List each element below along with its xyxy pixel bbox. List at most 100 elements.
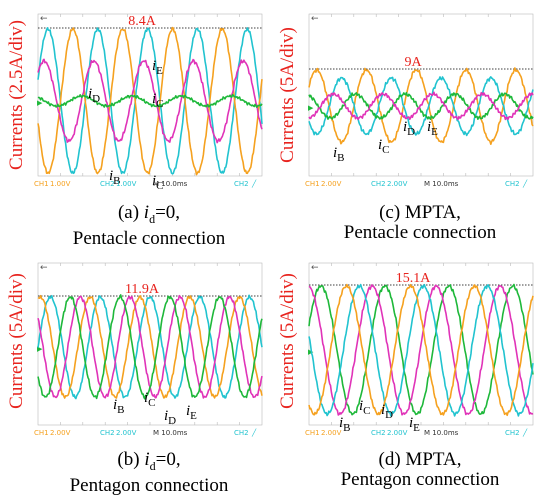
caption-a-symbol: i bbox=[143, 202, 150, 223]
trace-iE bbox=[37, 58, 263, 144]
trigger-arrow-icon: ← bbox=[311, 263, 319, 273]
caption-b-line2: Pentagon connection bbox=[69, 474, 229, 496]
status-timebase: M 10.0ms bbox=[424, 429, 459, 437]
status-ch2: CH2 bbox=[100, 180, 115, 188]
caption-a-line1: (a) id=0, bbox=[29, 203, 269, 229]
status-trigger-channel: CH2 bbox=[505, 180, 520, 188]
current-label-iD: iD bbox=[403, 119, 415, 138]
trace-iD bbox=[37, 93, 263, 108]
status-timebase: M 10.0ms bbox=[153, 180, 188, 188]
scope-panel-a: ← ▶ 8.4A iD iE iC iB iC CH1 1.00V CH2 1.00V M 10.0ms… bbox=[32, 6, 267, 192]
caption-a-prefix: (a) bbox=[117, 202, 144, 223]
trace-iC bbox=[308, 76, 534, 137]
trace-iD bbox=[308, 91, 534, 120]
trigger-slope-icon: ╱ bbox=[522, 428, 528, 437]
status-ch1-value: 2.00V bbox=[321, 429, 342, 437]
current-label-iB: iB bbox=[109, 168, 121, 187]
status-ch1: CH1 bbox=[34, 429, 49, 437]
current-label-iD: iD bbox=[88, 86, 100, 105]
trace-iC bbox=[37, 294, 263, 399]
ylabel-b: Currents (5A/div) bbox=[6, 273, 27, 409]
current-label-iE: iE bbox=[409, 415, 420, 434]
status-ch2: CH2 bbox=[371, 180, 386, 188]
caption-d-line2: Pentagon connection bbox=[340, 469, 500, 490]
current-label-iB: iB bbox=[339, 415, 351, 434]
current-label-iC: iC bbox=[144, 390, 156, 409]
status-ch2-value: 1.00V bbox=[116, 180, 137, 188]
current-label-iE: iE bbox=[427, 119, 438, 138]
caption-c-line2: Pentacle connection bbox=[343, 222, 497, 243]
trigger-slope-icon: ╱ bbox=[522, 179, 528, 188]
peak-current-label: 8.4A bbox=[128, 14, 157, 29]
status-ch2: CH2 bbox=[371, 429, 386, 437]
trace-iE bbox=[37, 294, 263, 400]
caption-a-subscript: d bbox=[149, 211, 156, 226]
caption-b-line1: (b) id=0, bbox=[29, 450, 269, 476]
caption-d: (d) MPTA, Pentagon connection bbox=[300, 450, 540, 490]
status-ch2-value: 2.00V bbox=[116, 429, 137, 437]
caption-d-line1: (d) MPTA, bbox=[378, 449, 462, 470]
scope-panel-d: ← ▶ 15.1A iB iC iD iE CH1 2.00V CH2 2.00V M 10.0ms C… bbox=[303, 255, 538, 440]
current-label-iB: iB bbox=[113, 397, 125, 416]
status-ch1: CH1 bbox=[305, 180, 320, 188]
trace-iC bbox=[308, 284, 534, 416]
status-ch2-value: 2.00V bbox=[387, 429, 408, 437]
trace-iB bbox=[37, 27, 263, 175]
trigger-arrow-icon: ← bbox=[40, 263, 48, 273]
ylabel-c: Currents (5A/div) bbox=[277, 27, 298, 163]
ylabel-d: Currents (5A/div) bbox=[277, 273, 298, 409]
peak-current-label: 11.9A bbox=[125, 282, 160, 297]
status-timebase: M 10.0ms bbox=[424, 180, 459, 188]
trigger-arrow-icon: ← bbox=[311, 14, 319, 24]
channel-marker-icon: ▶ bbox=[308, 104, 314, 112]
caption-c: (c) MPTA, Pentacle connection bbox=[300, 203, 540, 243]
scope-panel-c: ← ▶ 9A iB iC iD iE CH1 2.00V CH2 2.00V M 10.0ms CH2 ╱ bbox=[303, 6, 538, 191]
caption-b-prefix: (b) bbox=[117, 449, 145, 470]
status-ch2: CH2 bbox=[100, 429, 115, 437]
trigger-slope-icon: ╱ bbox=[251, 428, 257, 437]
status-ch1-value: 2.00V bbox=[321, 180, 342, 188]
status-ch2-value: 2.00V bbox=[387, 180, 408, 188]
status-timebase: M 10.0ms bbox=[153, 429, 188, 437]
channel-marker-icon: ▶ bbox=[37, 99, 43, 107]
status-trigger-channel: CH2 bbox=[234, 180, 249, 188]
trace-iB bbox=[308, 67, 534, 145]
current-label-iC: iC bbox=[378, 137, 390, 156]
caption-a: (a) id=0, Pentacle connection bbox=[29, 203, 269, 249]
status-trigger-channel: CH2 bbox=[234, 429, 249, 437]
ylabel-a: Currents (2.5A/div) bbox=[6, 20, 27, 170]
trace-iB bbox=[37, 294, 263, 400]
screen-frame bbox=[308, 13, 534, 177]
caption-b-suffix: =0, bbox=[155, 449, 181, 470]
status-ch1-value: 2.00V bbox=[50, 429, 71, 437]
status-trigger-channel: CH2 bbox=[505, 429, 520, 437]
current-label-iE: iE bbox=[152, 58, 163, 77]
trace-iD bbox=[308, 283, 534, 417]
trigger-slope-icon: ╱ bbox=[251, 179, 257, 188]
caption-b: (b) id=0, Pentagon connection bbox=[29, 450, 269, 496]
caption-c-line1: (c) MPTA, bbox=[379, 202, 461, 223]
scope-panel-b: ← ▶ 11.9A iB iC iD iE CH1 2.00V CH2 2.00V M 10.0ms C… bbox=[32, 255, 267, 440]
current-label-iD: iD bbox=[381, 402, 393, 421]
trace-iC bbox=[37, 26, 263, 176]
status-ch1: CH1 bbox=[34, 180, 49, 188]
screen-frame bbox=[37, 13, 263, 177]
peak-current-label: 9A bbox=[404, 55, 422, 70]
current-label-iE: iE bbox=[186, 403, 197, 422]
caption-b-symbol: i bbox=[144, 449, 150, 470]
caption-b-subscript: d bbox=[149, 458, 156, 473]
caption-a-line2: Pentacle connection bbox=[72, 227, 226, 249]
status-ch1-value: 1.00V bbox=[50, 180, 71, 188]
trigger-arrow-icon: ← bbox=[40, 14, 48, 24]
caption-a-suffix: =0, bbox=[155, 202, 181, 223]
current-label-iC: iC bbox=[359, 398, 371, 417]
trace-iE bbox=[308, 91, 534, 121]
peak-current-label: 15.1A bbox=[396, 271, 432, 286]
current-label-iC: iC bbox=[152, 91, 164, 110]
status-ch1: CH1 bbox=[305, 429, 320, 437]
current-label-iC: iC bbox=[152, 173, 164, 192]
